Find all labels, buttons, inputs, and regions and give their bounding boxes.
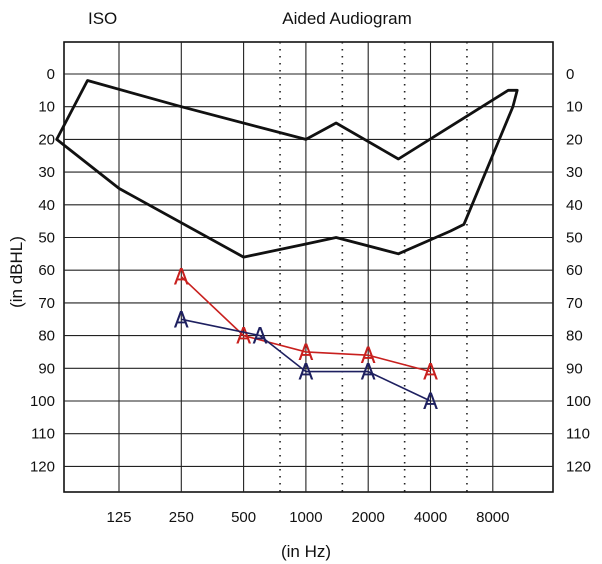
y-tick-label: 10 [38,99,55,116]
y-tick-label: 70 [566,295,583,312]
y-tick-label: 90 [38,360,55,377]
x-tick-label: 8000 [476,509,509,526]
data-point-marker: A [298,361,313,386]
corner-label: ISO [88,9,117,28]
data-point-marker: A [252,325,267,350]
y-tick-label: 20 [566,131,583,148]
series-2: AAA AA [174,308,438,415]
plot-frame [63,41,554,493]
y-tick-label: 60 [38,262,55,279]
y-tick-label: 30 [38,164,55,181]
data-point-marker: A [174,308,189,333]
y-ticks-right: 0 10 20 30 40 50 60 70 80 90 100 110 120 [566,66,591,475]
grid [63,41,554,493]
y-tick-label: 110 [31,426,55,443]
data-point-marker: A [236,325,251,350]
data-point-marker: A [423,361,438,386]
series-1: AAA AA [174,266,438,386]
data-point-marker: A [423,390,438,415]
data-point-marker: A [361,361,376,386]
y-tick-label: 80 [566,328,583,345]
y-tick-label: 20 [38,131,55,148]
y-tick-label: 100 [30,393,55,410]
x-tick-label: 125 [106,509,131,526]
speech-banana-outline [55,79,519,259]
y-tick-label: 70 [38,295,55,312]
series-line [180,276,431,373]
y-tick-label: 60 [566,262,583,279]
y-tick-label: 50 [566,230,583,247]
x-tick-label: 250 [169,509,194,526]
y-tick-label: 120 [566,458,591,475]
x-axis-label: (in Hz) [281,542,331,561]
x-tick-label: 1000 [289,509,322,526]
y-ticks-left: 0 10 20 30 40 50 60 70 80 90 100 110 120 [30,66,55,475]
x-tick-label: 4000 [414,509,447,526]
y-tick-label: 0 [566,66,574,83]
y-tick-label: 30 [566,164,583,181]
y-tick-label: 40 [38,197,55,214]
x-tick-label: 500 [231,509,256,526]
y-tick-label: 40 [566,197,583,214]
data-point-marker: A [174,266,189,291]
data-point-marker: A [298,341,313,366]
y-tick-label: 110 [566,426,590,443]
data-point-marker: A [361,344,376,369]
series-line [181,318,431,402]
y-tick-label: 50 [38,230,55,247]
y-tick-label: 10 [566,99,583,116]
y-tick-label: 100 [566,393,591,410]
x-tick-label: 2000 [352,509,385,526]
y-tick-label: 0 [47,66,55,83]
y-tick-label: 120 [30,458,55,475]
y-axis-label: (in dBHL) [7,236,26,308]
y-tick-label: 90 [566,360,583,377]
speech-banana [55,79,519,259]
y-tick-label: 80 [38,328,55,345]
x-ticks: 125 250 500 1000 2000 4000 8000 [106,509,509,526]
chart-title: Aided Audiogram [282,9,411,28]
